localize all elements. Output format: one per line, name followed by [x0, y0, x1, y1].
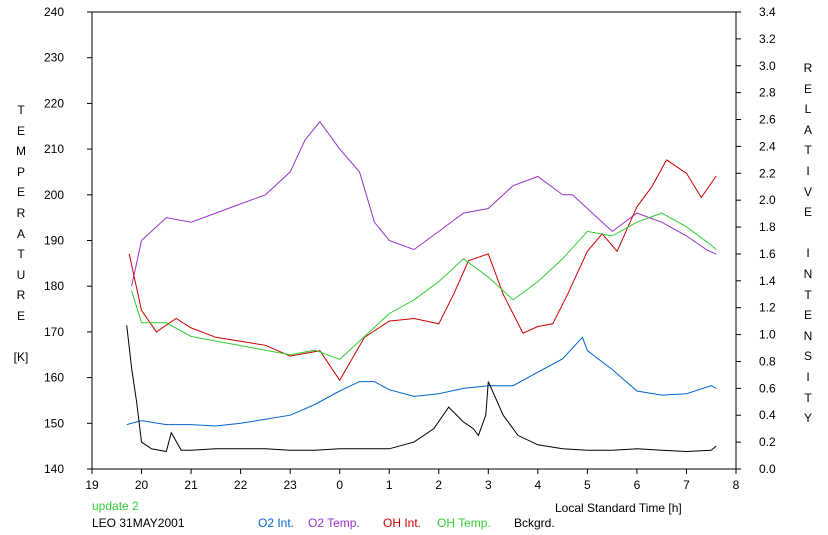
axis-title-letter: [K]: [13, 350, 29, 365]
y-right-tick-label: 0.4: [759, 408, 776, 422]
axis-title-letter: V: [803, 184, 812, 199]
axis-title-letter: A: [803, 122, 812, 137]
axis-title-letter: T: [804, 287, 812, 302]
y-right-tick-label: 0.8: [759, 354, 776, 368]
y-right-tick-label: 2.4: [759, 139, 776, 153]
series-line-oh-int: [128, 159, 717, 382]
legend-item: OH Int.: [383, 516, 421, 530]
y-left-tick-label: 220: [44, 96, 64, 110]
axis-title-letter: N: [803, 266, 813, 281]
x-tick-label: 4: [535, 478, 542, 492]
axis-title-letter: [11, 327, 31, 348]
legend-item: Bckgrd.: [514, 516, 555, 530]
x-tick-label: 3: [485, 478, 492, 492]
y-axis-left: 140 150 160 170 180 190 200 210 220 230 240: [44, 5, 92, 476]
y-right-tick-label: 1.0: [759, 328, 776, 342]
axis-title-letter: E: [16, 185, 25, 200]
x-tick-label: 20: [135, 478, 149, 492]
y-left-tick-label: 160: [44, 371, 64, 385]
y-right-tick-label: 2.0: [759, 193, 776, 207]
x-tick-label: 1: [386, 478, 393, 492]
axis-title-letter: S: [803, 349, 812, 364]
axis-title-letter: R: [16, 288, 26, 303]
y-right-tick-label: 1.6: [759, 247, 776, 261]
series-line-o2-int: [126, 336, 717, 427]
x-tick-label: 22: [234, 478, 248, 492]
axis-title-letter: T: [804, 143, 812, 158]
y-left-tick-label: 150: [44, 416, 64, 430]
y-right-tick-label: 3.4: [759, 5, 776, 19]
y-left-tick-label: 210: [44, 142, 64, 156]
axis-title-letter: A: [16, 226, 25, 241]
y-right-tick-label: 0.2: [759, 435, 776, 449]
x-tick-label: 23: [283, 478, 297, 492]
y-right-tick-label: 1.8: [759, 220, 776, 234]
y-right-tick-label: 2.8: [759, 86, 776, 100]
axis-title-letter: T: [17, 247, 25, 262]
y-left-tick-label: 170: [44, 325, 64, 339]
axis-title-letter: R: [16, 205, 26, 220]
axis-title-letter: N: [803, 328, 813, 343]
axis-title-letter: E: [16, 123, 25, 138]
axis-title-letter: E: [803, 81, 812, 96]
legend-item: O2 Temp.: [308, 516, 360, 530]
series-line-oh-temp: [131, 212, 717, 360]
y-left-tick-label: 230: [44, 51, 64, 65]
x-tick-label: 7: [683, 478, 690, 492]
axis-title-letter: I: [806, 369, 810, 384]
series-lines: [126, 120, 717, 453]
axis-title-letter: E: [803, 308, 812, 323]
legend-item: OH Temp.: [437, 516, 491, 530]
axis-title-letter: U: [16, 267, 26, 282]
axis-title-letter: M: [16, 144, 26, 159]
legend: O2 Int. O2 Temp. OH Int. OH Temp. Bckgrd.: [258, 516, 555, 530]
y-right-tick-label: 2.2: [759, 166, 776, 180]
x-tick-label: 5: [584, 478, 591, 492]
x-tick-label: 0: [336, 478, 343, 492]
y-right-tick-label: 3.2: [759, 32, 776, 46]
legend-item: O2 Int.: [258, 516, 294, 530]
x-tick-label: 2: [435, 478, 442, 492]
update-note: update 2: [92, 499, 139, 513]
y-right-tick-label: 1.4: [759, 274, 776, 288]
y-right-tick-label: 2.6: [759, 113, 776, 127]
axis-title-letter: T: [17, 103, 25, 117]
axis-title-letter: R: [803, 61, 813, 75]
axis-title-letter: Y: [803, 411, 812, 426]
x-axis: 19 20 21 22 23 0 1 2 3 4 5 6 7 8: [85, 469, 740, 492]
x-tick-label: 21: [184, 478, 198, 492]
y-left-tick-label: 190: [44, 234, 64, 248]
y-left-tick-label: 200: [44, 188, 64, 202]
y-left-tick-label: 180: [44, 279, 64, 293]
series-line-bckgrd: [126, 325, 717, 453]
axis-title-letter: [798, 223, 818, 244]
y-left-tick-label: 240: [44, 5, 64, 19]
plot-area: [91, 11, 737, 470]
axis-title-letter: L: [804, 102, 812, 117]
axis-title-letter: I: [806, 163, 810, 178]
x-tick-label: 6: [634, 478, 641, 492]
axis-title-letter: P: [16, 164, 25, 179]
y-right-tick-label: 1.2: [759, 301, 776, 315]
series-line-o2-temp: [131, 120, 717, 287]
axis-title-letter: I: [806, 246, 810, 261]
x-tick-label: 8: [733, 478, 740, 492]
y-left-tick-label: 140: [44, 462, 64, 476]
y-right-tick-label: 0.0: [759, 462, 776, 476]
y-axis-right: 0.0 0.2 0.4 0.6 0.8 1.0 1.2 1.4 1.6 1.8 2.0 2.2 2.4 2…: [736, 5, 776, 476]
axis-title-letter: T: [804, 390, 812, 405]
y-right-tick-label: 0.6: [759, 381, 776, 395]
axis-title-letter: E: [16, 308, 25, 323]
y-right-tick-label: 3.0: [759, 59, 776, 73]
axis-title-letter: E: [803, 205, 812, 220]
x-axis-label: Local Standard Time [h]: [555, 501, 682, 515]
x-tick-label: 19: [85, 478, 99, 492]
station-date: LEO 31MAY2001: [92, 516, 185, 530]
